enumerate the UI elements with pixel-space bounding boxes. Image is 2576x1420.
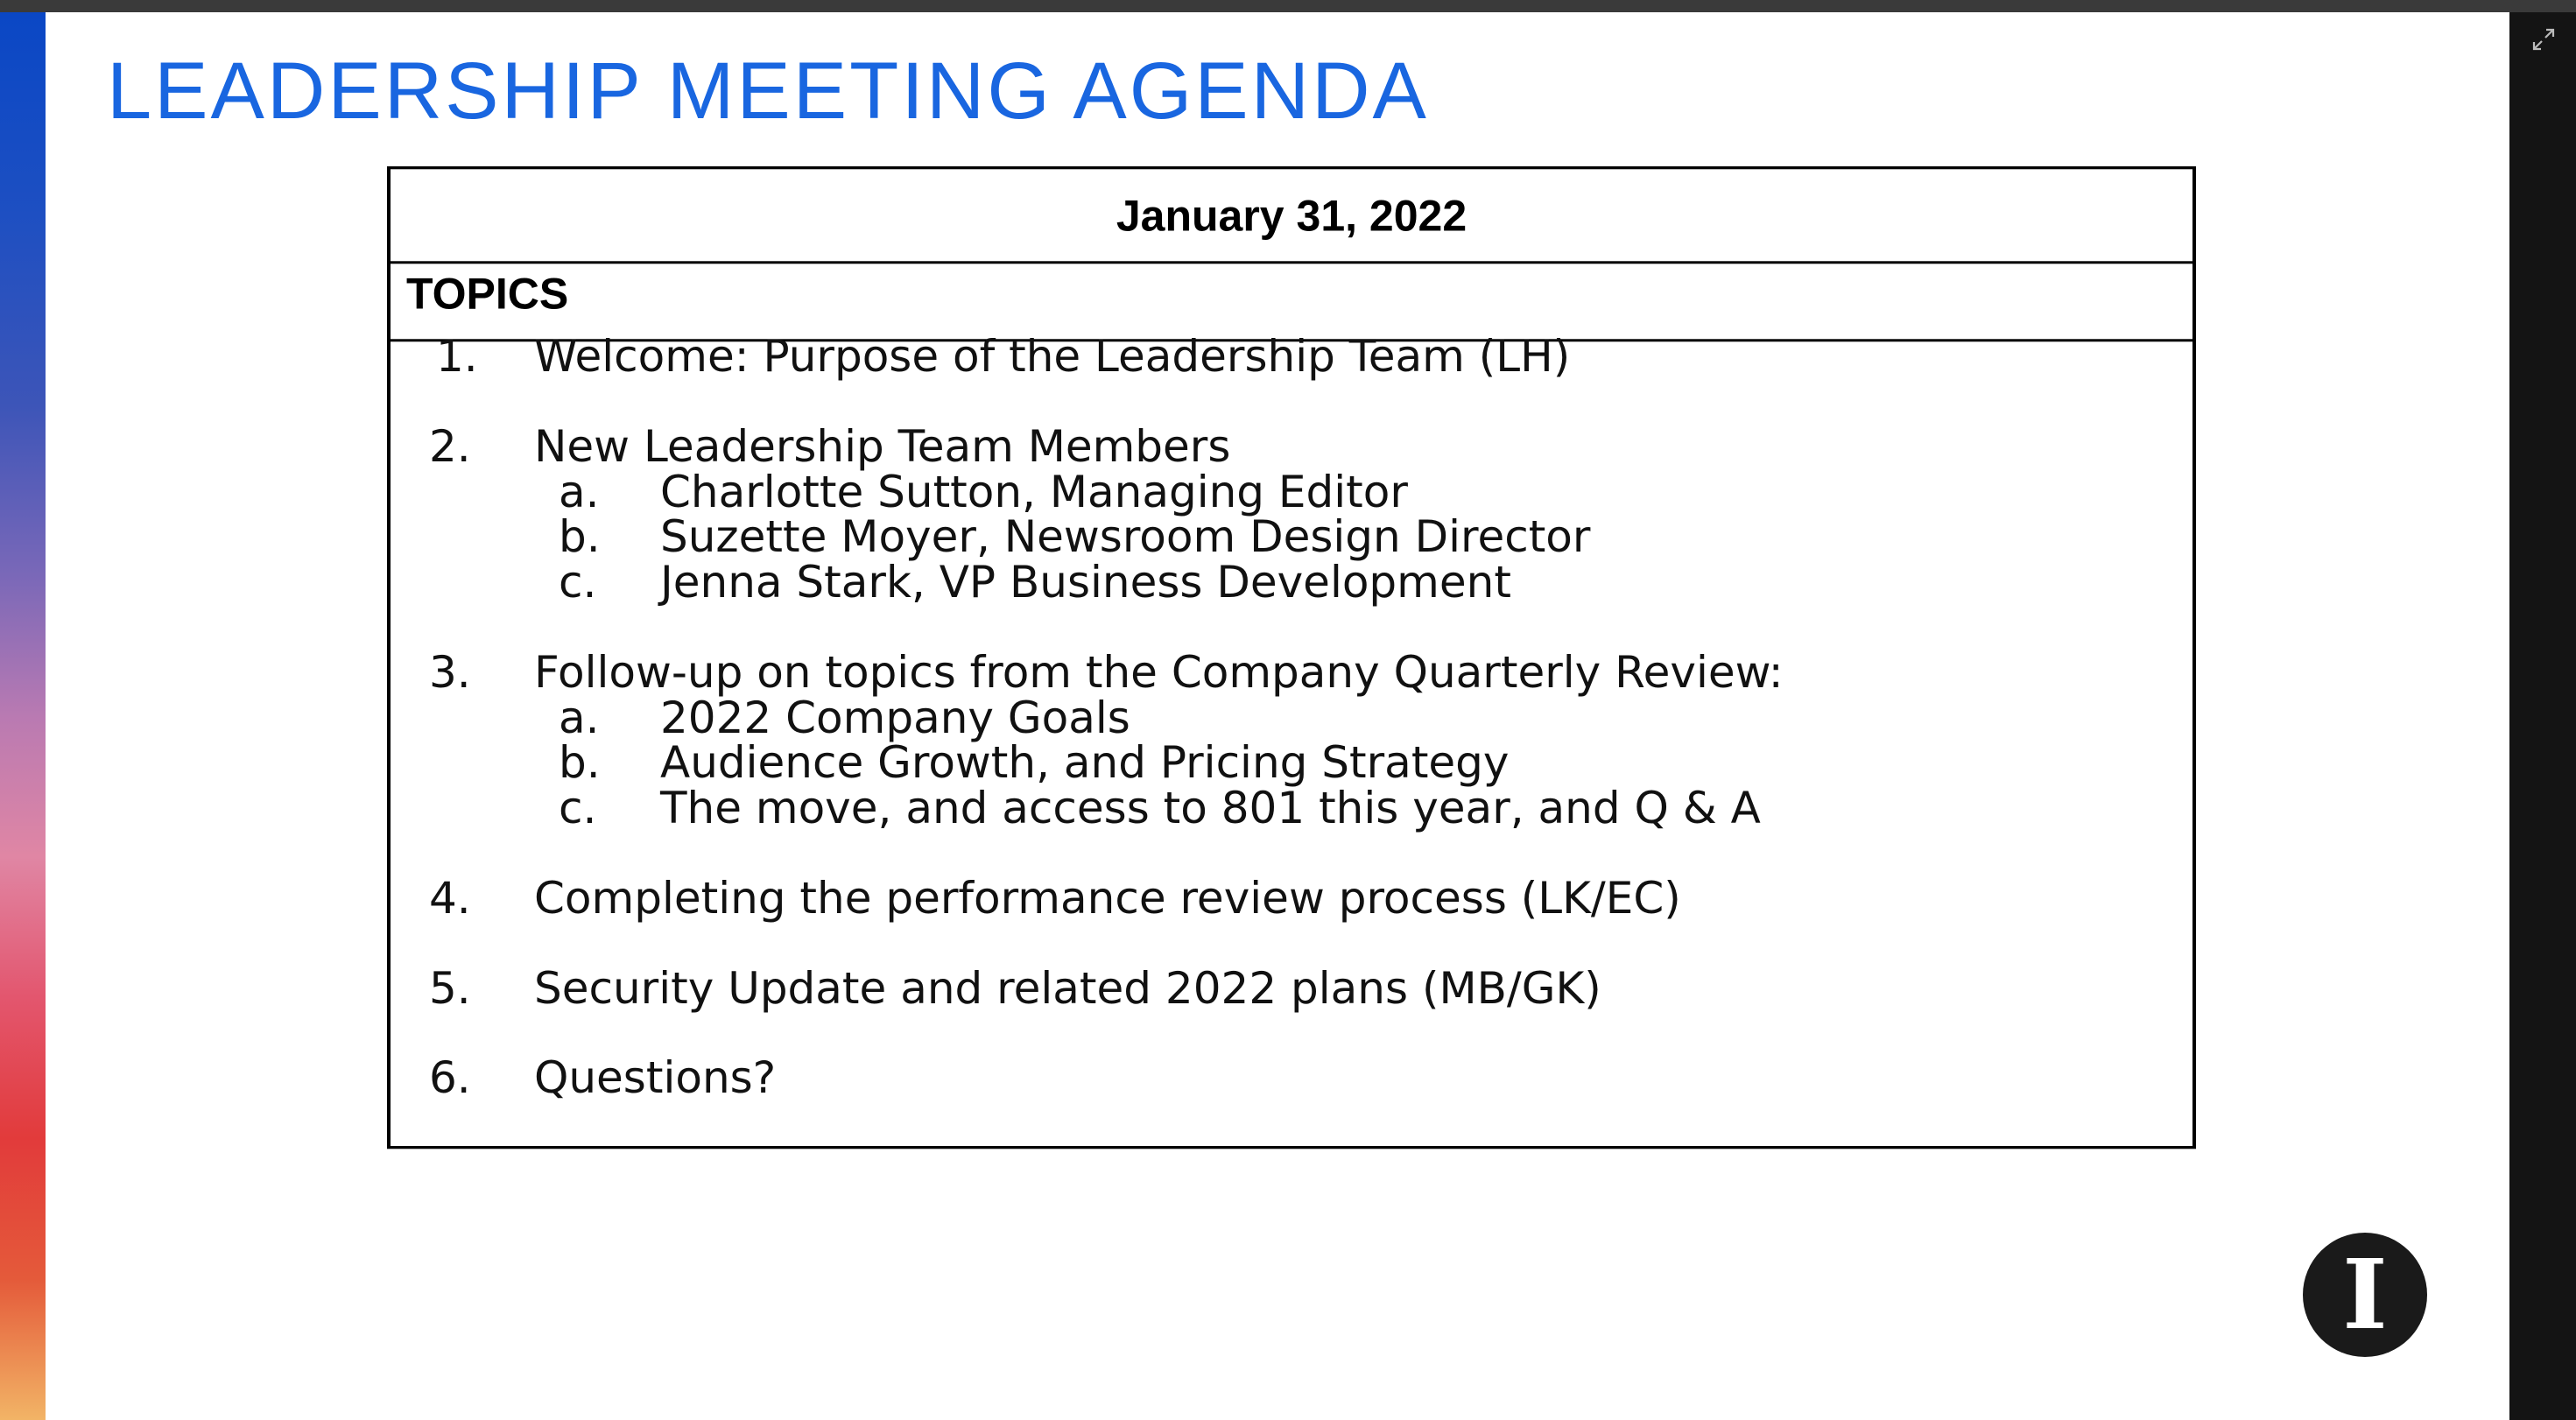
agenda-items-list: 1. Welcome: Purpose of the Leadership Te… [391, 325, 2192, 1103]
window-top-bar [0, 0, 2576, 12]
item-text: Follow-up on topics from the Company Qua… [534, 647, 1784, 699]
subitem-letter: b. [559, 737, 601, 789]
item-number: 6. [429, 1052, 471, 1104]
item-text: Questions? [534, 1052, 777, 1104]
item-number: 3. [429, 647, 471, 699]
gradient-accent-bar [0, 12, 46, 1420]
subitem-text: Audience Growth, and Pricing Strategy [660, 737, 1510, 789]
subitem-text: Jenna Stark, VP Business Development [660, 557, 1511, 608]
side-panel [2509, 12, 2576, 1420]
item-text: Welcome: Purpose of the Leadership Team … [534, 331, 1571, 383]
agenda-date: January 31, 2022 [391, 169, 2192, 264]
item-number: 1. [436, 331, 478, 383]
subitem-text: The move, and access to 801 this year, a… [660, 783, 1761, 834]
slide-title: LEADERSHIP MEETING AGENDA [107, 46, 1429, 136]
item-text: Security Update and related 2022 plans (… [534, 963, 1601, 1015]
subitem-text: Suzette Moyer, Newsroom Design Director [660, 511, 1591, 563]
item-number: 5. [429, 963, 471, 1015]
presentation-slide: LEADERSHIP MEETING AGENDA January 31, 20… [0, 12, 2509, 1420]
subitem-letter: c. [559, 783, 597, 834]
subitem-text: 2022 Company Goals [660, 692, 1130, 744]
subitem-letter: c. [559, 557, 597, 608]
expand-icon[interactable] [2530, 26, 2557, 53]
subitem-text: Charlotte Sutton, Managing Editor [660, 467, 1408, 518]
inquirer-logo-icon: I [2303, 1233, 2427, 1357]
item-number: 4. [429, 873, 471, 924]
subitem-letter: a. [559, 692, 600, 744]
item-number: 2. [429, 421, 471, 473]
item-text: New Leadership Team Members [534, 421, 1231, 473]
subitem-letter: a. [559, 467, 600, 518]
subitem-letter: b. [559, 511, 601, 563]
agenda-table: January 31, 2022 TOPICS 1. Welcome: Purp… [387, 166, 2196, 1149]
item-text: Completing the performance review proces… [534, 873, 1681, 924]
topics-heading: TOPICS [391, 247, 2192, 342]
